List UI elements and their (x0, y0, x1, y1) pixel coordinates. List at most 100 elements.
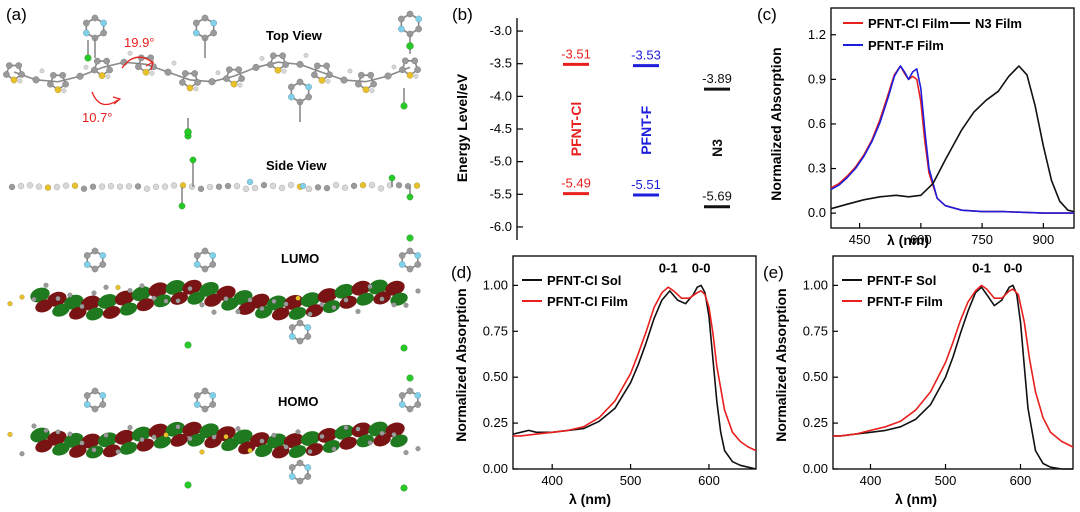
molecule-atom (304, 324, 312, 331)
orbital-lobe (136, 438, 155, 452)
orbital-lobe (266, 433, 287, 449)
panel-b-ylabel: Energy Level/eV (454, 73, 470, 182)
molecule-atom (175, 424, 181, 430)
molecule-bond (343, 79, 367, 83)
molecule-atom (201, 405, 209, 413)
molecule-atom (319, 301, 325, 308)
orbital-lobe (81, 433, 101, 449)
molecule-atom (54, 86, 62, 94)
molecule-atom (246, 178, 254, 186)
panel-a-label: (a) (6, 5, 27, 24)
molecule-atom (19, 294, 25, 300)
panel-a: (a) 19.9° 10.7° Top View Side View LUMO … (2, 5, 423, 492)
panel-b-ytick-label: -6.0 (490, 219, 512, 234)
molecule-atom (125, 183, 133, 190)
molecule-atom (210, 29, 218, 37)
molecule-atom (192, 29, 200, 37)
molecule-atom (191, 70, 199, 77)
molecule-atom (397, 25, 405, 33)
molecule-atom (295, 295, 301, 301)
molecule-atom (209, 392, 217, 399)
panel-b-homo-value: -5.49 (561, 176, 591, 191)
molecule-atom (398, 392, 406, 399)
molecule-bond (13, 71, 37, 81)
orbital-lobe (385, 280, 405, 296)
panel-b-ytick-label: -4.5 (490, 121, 512, 136)
molecule-atom (411, 57, 419, 65)
molecule-atom (269, 182, 277, 190)
molecule-atom (325, 78, 331, 84)
panel-c-ytick-label: 0.9 (808, 71, 826, 86)
molecule-atom (193, 261, 201, 268)
molecule-atom (288, 464, 296, 471)
molecule-atom (370, 80, 378, 88)
molecule-atom (235, 308, 241, 315)
molecule-bond (189, 79, 213, 83)
orbital-lobe (131, 286, 152, 302)
molecule-atom (201, 265, 209, 273)
molecule-atom (259, 438, 265, 444)
panel-c-legend-label: N3 Film (975, 16, 1022, 31)
panel-c-ytick-label: 0.0 (808, 205, 826, 220)
molecule-atom (235, 66, 243, 74)
panel-b-ytick-label: -5.5 (490, 186, 512, 201)
panel-b-levels: -3.51 -5.49 PFNT-Cl -3.53 -5.51 PFNT-F -3.89 -5… (561, 46, 732, 209)
molecule-bond (299, 63, 323, 74)
molecule-atom (355, 426, 361, 432)
orbital-lobe (114, 290, 135, 306)
molecule-atom (247, 297, 253, 303)
molecule-atom (82, 29, 90, 37)
molecule-atom (313, 62, 321, 70)
angle-label-1: 19.9° (124, 35, 155, 50)
panel-e-legend-label: PFNT-F Sol (867, 273, 936, 288)
orbital-lobe (233, 429, 253, 445)
molecule-bond (255, 61, 279, 69)
angle-label-2: 10.7° (82, 110, 113, 125)
orbital-lobe (317, 288, 338, 304)
molecule-atom (107, 182, 115, 190)
molecule-bond (387, 66, 411, 77)
panel-e-f-absorption: (e) Normalized Absorption λ (nm) 400 500 6… (763, 255, 1074, 507)
molecule-atom (91, 387, 99, 395)
molecule-atom (19, 451, 25, 457)
molecule-top-view (2, 10, 423, 140)
panel-b-ytick-label: -3.5 (490, 56, 512, 71)
molecule-atom (397, 15, 405, 23)
orbital-lobe (153, 435, 172, 449)
orbital-lobe (153, 294, 172, 308)
molecule-atom (83, 401, 91, 408)
molecule-atom (398, 66, 406, 74)
molecule-atom (299, 182, 307, 190)
molecule-atom (235, 426, 241, 432)
molecule-atom (310, 71, 318, 79)
panel-e-xtick-label: 400 (860, 473, 882, 488)
molecule-atom (251, 184, 259, 192)
orbital-lobe (119, 441, 138, 455)
molecule-atom (44, 184, 52, 191)
panel-e-ytick-label: 0.75 (803, 323, 828, 338)
molecule-atom (55, 429, 61, 435)
molecule-atom (115, 284, 121, 291)
molecule-atom (401, 57, 409, 65)
panel-c-ytick-label: 0.3 (808, 161, 826, 176)
molecule-atom (193, 392, 201, 399)
molecule-atom (296, 459, 304, 467)
molecule-atom (283, 301, 289, 307)
molecule-atom (260, 181, 268, 189)
molecule-atom (15, 62, 23, 69)
panel-d-ytick-label: 1.00 (483, 277, 508, 292)
molecule-atom (406, 42, 414, 50)
panel-d-ytick-label: 0.75 (483, 323, 508, 338)
molecule-bond (35, 79, 59, 83)
panel-e-series-pfnt-f-film (833, 284, 1074, 448)
molecule-atom (193, 86, 199, 92)
molecule-atom (400, 484, 408, 492)
molecule-atom (161, 183, 169, 190)
orbital-lobe (334, 283, 354, 299)
molecule-bond (101, 61, 125, 69)
orbital-lobe (390, 292, 408, 306)
molecule-atom (400, 102, 408, 110)
orbital-lobe (170, 433, 188, 447)
orbital-lobe (102, 306, 121, 319)
molecule-atom (415, 15, 423, 23)
